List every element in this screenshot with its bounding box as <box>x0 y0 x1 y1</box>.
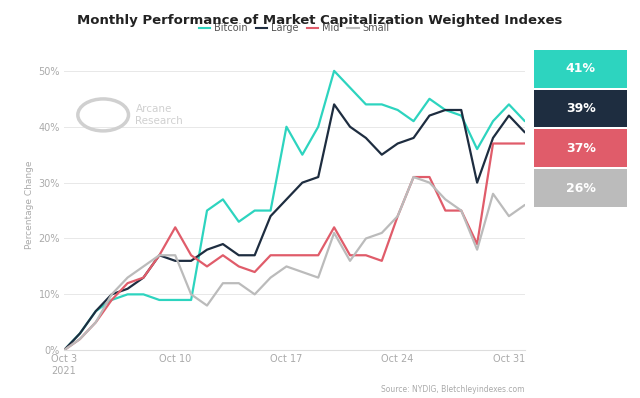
Y-axis label: Percentage Change: Percentage Change <box>25 161 34 249</box>
Text: 37%: 37% <box>566 142 596 155</box>
Text: 41%: 41% <box>566 62 596 75</box>
Legend: Bitcoin, Large, Mid, Small: Bitcoin, Large, Mid, Small <box>195 20 394 37</box>
Text: Arcane
Research: Arcane Research <box>136 104 183 126</box>
Text: 26%: 26% <box>566 181 596 195</box>
Text: 39%: 39% <box>566 102 596 115</box>
Text: Monthly Performance of Market Capitalization Weighted Indexes: Monthly Performance of Market Capitaliza… <box>77 14 563 27</box>
Text: Source: NYDIG, Bletchleyindexes.com: Source: NYDIG, Bletchleyindexes.com <box>381 385 525 394</box>
